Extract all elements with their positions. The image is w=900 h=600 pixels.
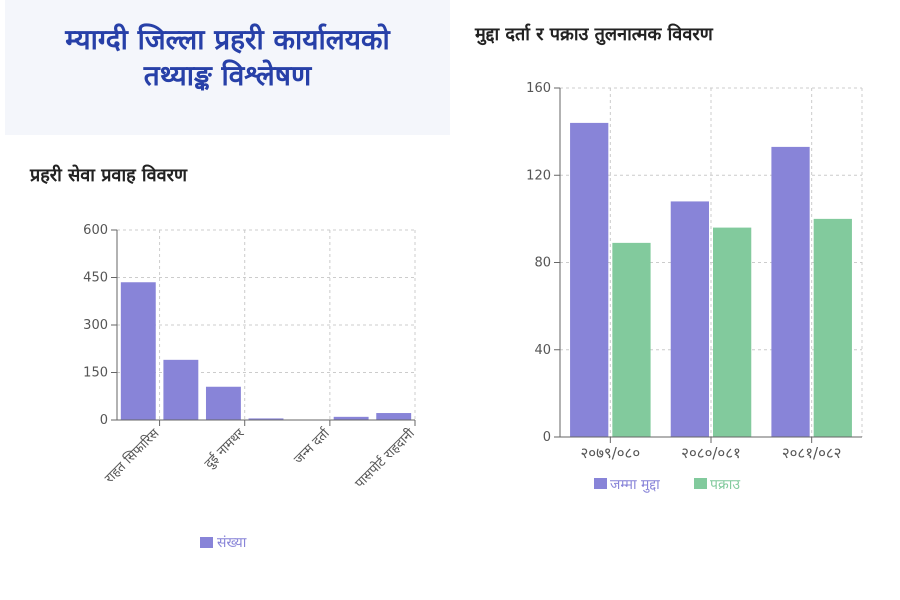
case-ytick-label: 160	[526, 81, 551, 96]
service-ytick-label: 150	[83, 366, 108, 381]
case-chart-title: मुद्दा दर्ता र पक्राउ तुलनात्मक विवरण	[475, 24, 713, 45]
case-bar	[570, 122, 609, 438]
service-legend: संख्या	[200, 535, 247, 551]
service-ytick-label: 600	[83, 223, 108, 238]
case-legend-label: पक्राउ	[710, 477, 740, 493]
service-xtick-label: पासपोर्ट राहदानी	[352, 425, 419, 492]
service-xtick-label: जन्म दर्ता	[291, 425, 334, 468]
case-xtick-label: २०८१/०८२	[782, 444, 842, 462]
case-bar	[670, 201, 709, 437]
service-ytick-label: 450	[83, 271, 108, 286]
case-legend-swatch	[694, 478, 707, 489]
service-chart-title: प्रहरी सेवा प्रवाह विवरण	[30, 165, 187, 186]
service-bar	[376, 413, 412, 420]
service-bar	[205, 386, 241, 420]
case-ytick-label: 40	[534, 343, 551, 358]
service-ytick-label: 0	[100, 413, 108, 428]
service-bar	[120, 282, 156, 420]
case-bar	[813, 218, 852, 437]
service-legend-swatch	[200, 537, 213, 548]
case-xtick-label: २०८०/०८१	[681, 444, 741, 462]
case-xtick-label: २०७९/०८०	[581, 444, 641, 462]
case-ytick-label: 120	[526, 168, 551, 183]
service-bar	[248, 418, 284, 420]
service-xtick-label: राहत सिफारिस	[101, 425, 162, 486]
page-title-line1: म्याग्दी जिल्ला प्रहरी कार्यालयको	[65, 23, 390, 56]
case-bar	[612, 242, 651, 437]
case-legend: जम्मा मुद्दा पक्राउ	[594, 477, 740, 493]
case-ytick-label: 0	[543, 430, 551, 445]
case-bar	[771, 146, 810, 438]
service-bar	[333, 416, 369, 420]
service-legend-label: संख्या	[217, 535, 247, 551]
page-title-line2: तथ्याङ्क विश्लेषण	[143, 59, 312, 92]
case-ytick-label: 80	[534, 256, 551, 271]
service-bar	[163, 359, 199, 420]
case-legend-swatch	[594, 478, 607, 489]
case-legend-label: जम्मा मुद्दा	[610, 477, 660, 493]
service-ytick-label: 300	[83, 318, 108, 333]
service-xtick-label: दुई नामथर	[201, 425, 248, 472]
title-banner: म्याग्दी जिल्ला प्रहरी कार्यालयको तथ्याङ…	[5, 0, 450, 135]
case-bar	[713, 227, 752, 437]
